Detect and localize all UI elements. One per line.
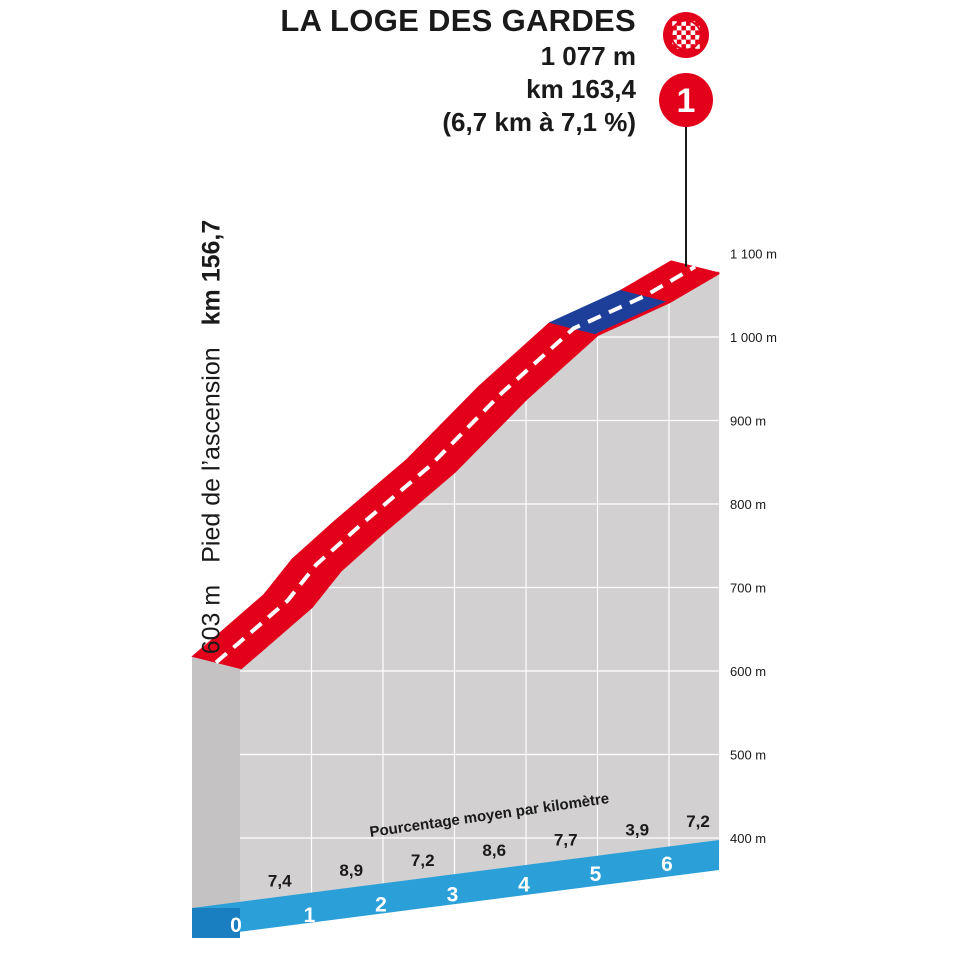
checker-square xyxy=(695,35,700,40)
km-tick-label: 0 xyxy=(230,914,242,937)
summit-km: km 163,4 xyxy=(526,74,636,104)
checker-square xyxy=(676,35,682,40)
base-altitude: 603 m xyxy=(197,584,226,655)
checker-square xyxy=(676,25,682,31)
gradient-label: 7,2 xyxy=(686,812,710,831)
gradient-label: 7,2 xyxy=(411,851,435,870)
checker-square xyxy=(672,21,677,26)
base-text: Pied de l’ascension xyxy=(197,347,226,563)
km-tick-label: 2 xyxy=(375,894,387,917)
mountain-layer xyxy=(192,272,720,912)
checker-square xyxy=(672,39,677,45)
y-tick-label: 900 m xyxy=(730,414,766,429)
road-front-edge xyxy=(239,271,720,670)
base-km: km 156,7 xyxy=(197,219,226,326)
km-band xyxy=(192,839,720,938)
checker-square xyxy=(695,44,700,49)
km-band-side xyxy=(192,908,240,938)
icon-layer: 1 xyxy=(659,12,713,267)
road-layer xyxy=(191,260,720,670)
checker-square xyxy=(690,39,696,45)
km-tick-label: 3 xyxy=(447,884,459,907)
checker-square xyxy=(686,25,691,31)
summit-stats: (6,7 km à 7,1 %) xyxy=(442,107,636,137)
checker-square xyxy=(686,35,691,40)
grid-layer xyxy=(240,301,720,898)
checker-ring xyxy=(670,19,702,51)
checker-square xyxy=(681,39,686,45)
category-badge-icon xyxy=(659,73,713,127)
checker-square xyxy=(690,30,696,35)
checker-square xyxy=(690,21,696,26)
summit-name: LA LOGE DES GARDES xyxy=(280,3,636,38)
mountain-side-face xyxy=(192,656,240,912)
checker-square xyxy=(686,44,691,49)
y-tick-label: 1 000 m xyxy=(730,330,777,345)
gradient-label: 7,4 xyxy=(268,871,292,890)
climb-base-text: 603 m Pied de l’ascension km 156,7 xyxy=(198,220,227,655)
gradient-label: 7,7 xyxy=(554,831,578,850)
km-tick-label: 5 xyxy=(590,863,602,886)
summit-altitude: 1 077 m xyxy=(540,41,636,71)
km-tick-label: 6 xyxy=(661,853,673,876)
mountain-front-face xyxy=(240,272,720,909)
y-tick-label: 800 m xyxy=(730,497,766,512)
gradient-label: 3,9 xyxy=(625,821,649,840)
gradient-label: 8,6 xyxy=(482,841,506,860)
checker-square xyxy=(681,30,686,35)
checkered-pattern xyxy=(672,21,700,49)
checker-square xyxy=(672,30,677,35)
y-tick-label: 600 m xyxy=(730,664,766,679)
km-tick-label: 1 xyxy=(304,904,316,927)
y-tick-label: 400 m xyxy=(730,831,766,846)
gradient-label: 8,9 xyxy=(339,861,363,880)
checker-square xyxy=(676,44,682,49)
y-tick-label: 500 m xyxy=(730,748,766,763)
checker-square xyxy=(695,25,700,31)
y-tick-label: 700 m xyxy=(730,581,766,596)
road-centre-dashes xyxy=(214,264,697,665)
checker-square xyxy=(681,21,686,26)
y-tick-label: 1 100 m xyxy=(730,247,777,262)
km-tick-label: 4 xyxy=(518,873,530,896)
summit-info: LA LOGE DES GARDES 1 077 m km 163,4 (6,7… xyxy=(280,2,636,139)
km-band-layer: 0 1 2 3 4 5 6 xyxy=(192,839,720,938)
category-number: 1 xyxy=(677,82,696,120)
